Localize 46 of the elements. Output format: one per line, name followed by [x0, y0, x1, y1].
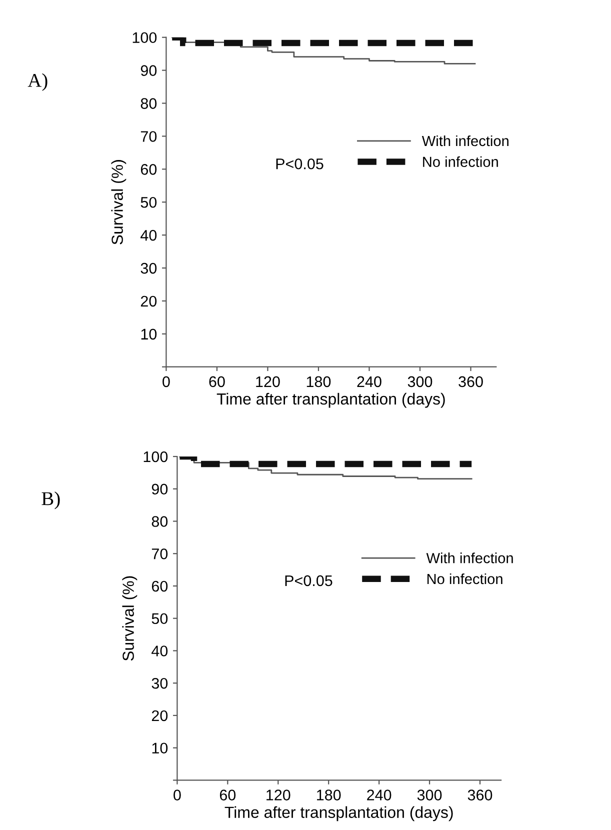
y-tick-label: 90 — [140, 65, 157, 76]
annotation: P<0.05 — [285, 575, 332, 586]
y-tick-label: 20 — [140, 296, 157, 307]
legend-label: No infection — [423, 156, 498, 168]
y-tick-label: 70 — [152, 548, 168, 560]
x-tick-label: 0 — [174, 790, 181, 800]
legend-label: No infection — [427, 573, 502, 584]
y-tick-label: 60 — [152, 580, 168, 592]
y-tick-label: 30 — [152, 678, 168, 689]
x-tick-label: 360 — [458, 376, 483, 388]
y-tick-label: 40 — [140, 230, 157, 241]
legend-label: With infection — [426, 552, 513, 564]
y-tick-label: 80 — [140, 98, 157, 109]
x-tick-label: 60 — [220, 790, 236, 800]
text: B) — [42, 492, 60, 510]
x-tick-label: 60 — [209, 376, 225, 388]
y-tick-label: 20 — [152, 710, 168, 722]
x-tick-label: 360 — [468, 790, 492, 800]
y-tick-label: 100 — [132, 32, 157, 44]
x-tick-label: 240 — [367, 790, 392, 800]
y-tick-label: 50 — [152, 613, 168, 624]
y-tick-label: 60 — [140, 164, 157, 175]
x-tick-label: 300 — [417, 790, 442, 800]
x-axis-title: Time after transplantation (days) — [216, 392, 445, 408]
y-tick-label: 10 — [141, 328, 157, 340]
legend-label: With infection — [422, 135, 508, 146]
x-tick-label: 120 — [266, 790, 290, 800]
y-axis-title: Survival (%) — [111, 160, 126, 244]
x-tick-label: 240 — [357, 376, 382, 388]
y-tick-label: 40 — [152, 646, 168, 656]
annotation: P<0.05 — [276, 158, 324, 170]
x-tick-label: 0 — [162, 376, 170, 388]
y-tick-label: 100 — [144, 451, 168, 462]
y-axis-title: Survival (%) — [122, 576, 138, 661]
x-axis-title: Time after transplantation (days) — [224, 806, 453, 822]
y-tick-label: 10 — [152, 742, 168, 754]
x-tick-label: 300 — [408, 376, 432, 388]
x-tick-label: 180 — [306, 376, 331, 388]
y-tick-label: 70 — [140, 131, 157, 142]
text: A) — [28, 73, 48, 91]
x-tick-label: 180 — [317, 790, 341, 800]
y-tick-label: 80 — [152, 516, 168, 527]
y-tick-label: 50 — [140, 196, 157, 208]
x-tick-label: 120 — [256, 376, 280, 388]
y-tick-label: 90 — [152, 484, 168, 495]
y-tick-label: 30 — [140, 262, 157, 274]
